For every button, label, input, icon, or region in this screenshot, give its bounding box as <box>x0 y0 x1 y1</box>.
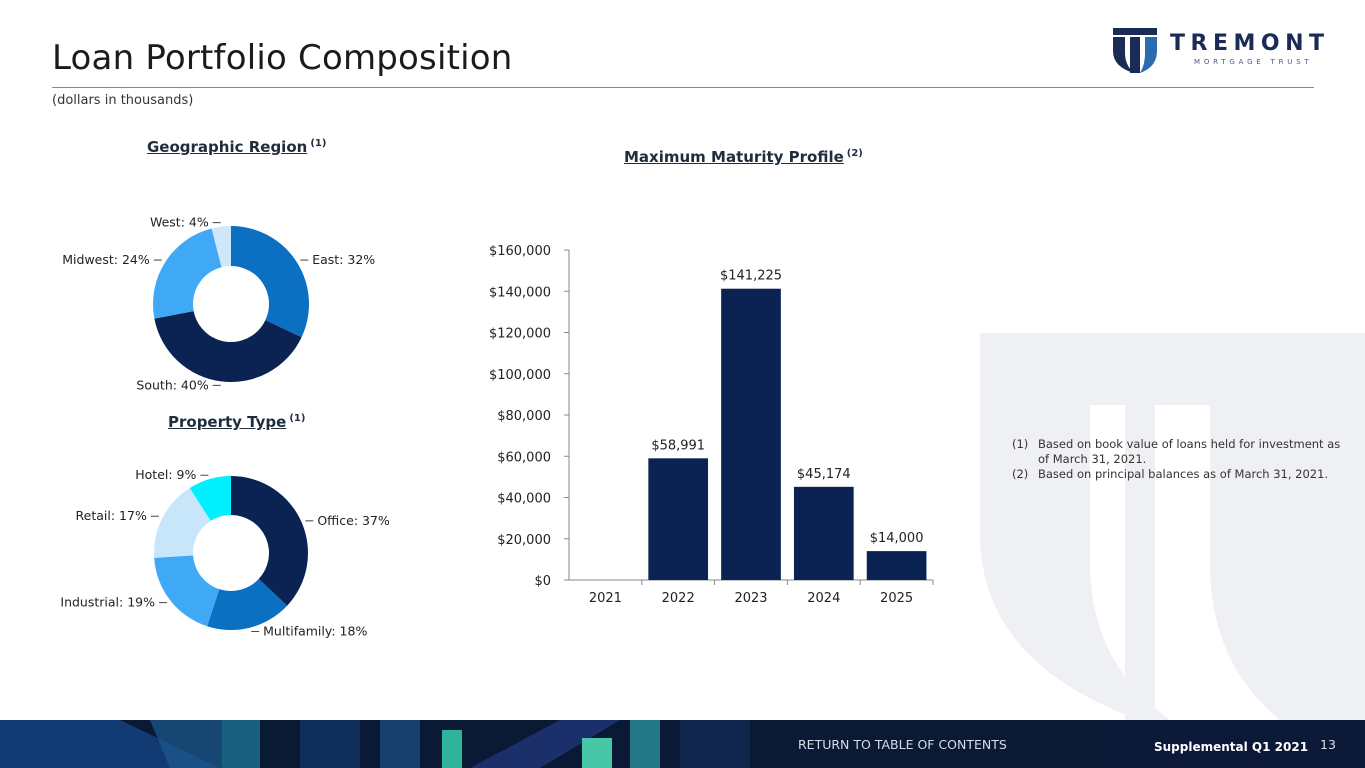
return-to-toc-link[interactable]: RETURN TO TABLE OF CONTENTS <box>798 737 1007 752</box>
geo-chart-title: Geographic Region (1) <box>147 138 326 156</box>
footer-bar <box>0 720 1365 768</box>
title-divider <box>52 87 1314 88</box>
geo-label-east: East: 32% <box>312 252 375 267</box>
page-number: 13 <box>1320 737 1336 752</box>
footnote-2-text: Based on principal balances as of March … <box>1038 467 1329 481</box>
maturity-chart-title: Maximum Maturity Profile (2) <box>624 148 863 166</box>
charts-canvas: East: 32% South: 40% Midwest: 24% West: 4% O… <box>60 215 934 638</box>
bar-2025 <box>866 551 927 580</box>
property-label-hotel: Hotel: 9% <box>135 467 196 482</box>
bar-2024 <box>793 486 854 580</box>
property-slice-retail <box>154 487 211 558</box>
property-label-multifamily: Multifamily: 18% <box>263 623 367 638</box>
footnote-1: (1) Based on book value of loans held fo… <box>1012 437 1352 467</box>
maturity-chart-title-text: Maximum Maturity Profile <box>624 148 844 166</box>
bar-data-label-2025: $14,000 <box>870 531 924 546</box>
bar-data-label-2024: $45,174 <box>797 467 851 482</box>
footnotes: (1) Based on book value of loans held fo… <box>1012 437 1352 482</box>
geo-label-south: South: 40% <box>136 377 208 392</box>
bar-y-tick-label: $80,000 <box>497 409 551 424</box>
bar-y-tick-label: $100,000 <box>489 368 551 383</box>
maturity-chart-footnote-ref: (2) <box>846 148 863 159</box>
geo-slice-east <box>231 226 309 338</box>
geo-label-midwest: Midwest: 24% <box>62 252 150 267</box>
property-slice-office <box>231 476 309 606</box>
geo-slice-midwest <box>152 228 222 319</box>
bar-y-tick-label: $140,000 <box>489 285 551 300</box>
footnote-2: (2) Based on principal balances as of Ma… <box>1012 467 1352 482</box>
page-subtitle: (dollars in thousands) <box>52 93 194 108</box>
property-chart-footnote-ref: (1) <box>289 413 306 424</box>
footer-city-graphic <box>0 720 1365 768</box>
property-slice-industrial <box>154 555 220 627</box>
bar-2023 <box>721 288 781 580</box>
bar-y-tick-label: $40,000 <box>497 492 551 507</box>
logo-wordmark: TREMONT <box>1170 31 1330 56</box>
bar-x-tick-label-2021: 2021 <box>589 591 622 606</box>
bar-x-tick-label-2024: 2024 <box>807 591 840 606</box>
property-label-retail: Retail: 17% <box>76 508 147 523</box>
property-slice-hotel <box>189 476 231 521</box>
watermark-t-shield-icon <box>980 333 1365 720</box>
tremont-logo: TREMONT MORTGAGE TRUST <box>1112 27 1324 77</box>
bar-x-tick-label-2022: 2022 <box>662 591 695 606</box>
bar-y-tick-label: $160,000 <box>489 244 551 259</box>
footnote-1-number: (1) <box>1012 437 1029 451</box>
bar-y-tick-label: $120,000 <box>489 327 551 342</box>
supplemental-label: Supplemental Q1 2021 <box>1154 740 1309 754</box>
property-slice-multifamily <box>207 579 288 630</box>
bar-2022 <box>648 458 709 580</box>
footnote-1-text: Based on book value of loans held for in… <box>1038 437 1341 466</box>
bar-x-tick-label-2023: 2023 <box>734 591 767 606</box>
tremont-t-shield-icon <box>1113 28 1157 73</box>
bar-x-tick-label-2025: 2025 <box>880 591 913 606</box>
geo-label-west: West: 4% <box>150 215 209 230</box>
geo-slice-south <box>154 311 302 383</box>
property-chart-title-text: Property Type <box>168 413 287 431</box>
property-label-industrial: Industrial: 19% <box>60 595 155 610</box>
geo-chart-footnote-ref: (1) <box>310 138 327 149</box>
logo-tagline: MORTGAGE TRUST <box>1194 58 1313 66</box>
bar-data-label-2023: $141,225 <box>720 269 782 284</box>
bar-y-tick-label: $0 <box>534 574 551 589</box>
geo-chart-title-text: Geographic Region <box>147 138 308 156</box>
bar-y-tick-label: $60,000 <box>497 450 551 465</box>
bar-y-tick-label: $20,000 <box>497 533 551 548</box>
bar-data-label-2022: $58,991 <box>651 438 705 453</box>
page-title: Loan Portfolio Composition <box>52 38 513 78</box>
footnote-2-number: (2) <box>1012 467 1029 481</box>
property-label-office: Office: 37% <box>317 513 390 528</box>
geo-slice-west <box>211 226 231 268</box>
property-chart-title: Property Type (1) <box>168 413 305 431</box>
